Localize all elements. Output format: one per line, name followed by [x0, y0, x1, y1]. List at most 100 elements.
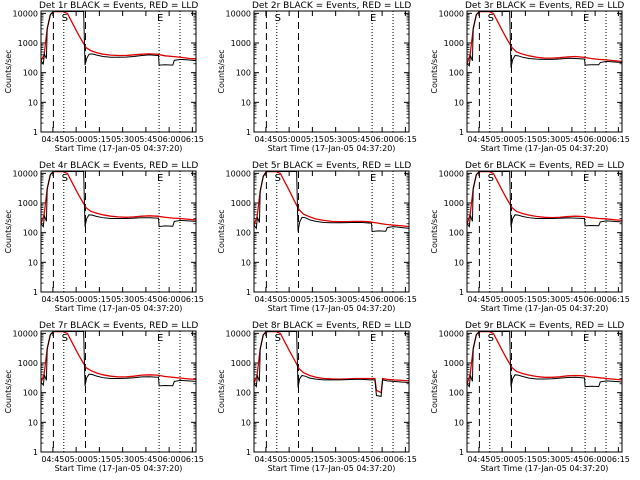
x-tick-label: 06:00 — [158, 295, 181, 304]
y-axis-label: Counts/sec — [217, 369, 226, 413]
y-tick-label: 1 — [33, 128, 38, 137]
events-series-line — [254, 171, 409, 232]
y-axis-label: Counts/sec — [4, 209, 13, 253]
x-tick-label: 05:30 — [324, 455, 347, 464]
x-tick-label: 05:15 — [88, 455, 111, 464]
marker-e: E — [157, 13, 163, 24]
events-series-line — [467, 11, 622, 68]
y-tick-label: 100 — [236, 69, 251, 78]
x-axis-label: Start Time (17-Jan-05 04:37:20) — [268, 464, 396, 473]
panel-title: Det 6r BLACK = Events, RED = LLD — [465, 161, 624, 171]
y-tick-label: 1 — [459, 288, 464, 297]
x-tick-label: 06:15 — [181, 135, 204, 144]
panel-7: Det 7r BLACK = Events, RED = LLD 1 10 100 10… — [4, 321, 204, 473]
y-tick-label: 10000 — [439, 169, 464, 178]
panel-title: Det 2r BLACK = Events, RED = LLD — [252, 1, 411, 11]
y-tick-label: 10 — [28, 418, 38, 427]
x-tick-label: 05:15 — [514, 295, 537, 304]
plot-frame — [466, 330, 623, 453]
y-tick-label: 10 — [241, 418, 251, 427]
marker-s: S — [62, 13, 68, 24]
x-tick-label: 05:30 — [324, 295, 347, 304]
marker-e: E — [583, 333, 589, 344]
x-axis-label: Start Time (17-Jan-05 04:37:20) — [268, 304, 396, 313]
panel-9: Det 9r BLACK = Events, RED = LLD 1 10 100 10… — [430, 321, 630, 473]
y-tick-label: 1 — [33, 448, 38, 457]
y-tick-label: 1000 — [444, 39, 464, 48]
x-tick-label: 06:00 — [371, 295, 394, 304]
y-axis-label: Counts/sec — [217, 209, 226, 253]
x-tick-label: 05:30 — [537, 135, 560, 144]
x-tick-label: 05:00 — [65, 455, 88, 464]
panel-title: Det 1r BLACK = Events, RED = LLD — [39, 1, 198, 11]
y-tick-label: 100 — [236, 229, 251, 238]
x-tick-label: 04:45 — [41, 455, 64, 464]
x-tick-label: 04:45 — [254, 295, 277, 304]
y-tick-label: 1000 — [444, 359, 464, 368]
panel-title: Det 9r BLACK = Events, RED = LLD — [465, 321, 624, 331]
plot-frame — [40, 330, 197, 453]
y-tick-label: 1 — [33, 288, 38, 297]
plot-frame — [253, 170, 410, 293]
x-axis-label: Start Time (17-Jan-05 04:37:20) — [55, 144, 183, 153]
panel-5: Det 5r BLACK = Events, RED = LLD 1 10 100 10… — [217, 161, 417, 313]
x-tick-label: 05:30 — [111, 135, 134, 144]
y-tick-label: 1 — [459, 448, 464, 457]
marker-s: S — [488, 173, 494, 184]
x-tick-label: 05:30 — [537, 455, 560, 464]
x-tick-label: 04:45 — [467, 455, 490, 464]
marker-e: E — [370, 173, 376, 184]
x-tick-label: 06:15 — [607, 295, 630, 304]
x-tick-label: 05:45 — [560, 295, 583, 304]
y-axis-label: Counts/sec — [4, 369, 13, 413]
panel-8: Det 8r BLACK = Events, RED = LLD 1 10 100 10… — [217, 321, 417, 473]
panel-6: Det 6r BLACK = Events, RED = LLD 1 10 100 10… — [430, 161, 630, 313]
y-axis-label: Counts/sec — [430, 369, 439, 413]
x-tick-label: 05:00 — [65, 135, 88, 144]
x-tick-label: 06:00 — [158, 455, 181, 464]
plot-frame — [466, 10, 623, 133]
x-tick-label: 05:45 — [347, 135, 370, 144]
x-tick-label: 05:00 — [491, 295, 514, 304]
x-tick-label: 06:15 — [394, 135, 417, 144]
y-tick-label: 1000 — [231, 359, 251, 368]
y-tick-label: 1000 — [231, 199, 251, 208]
marker-s: S — [488, 13, 494, 24]
y-tick-label: 10 — [454, 98, 464, 107]
y-tick-label: 10 — [241, 258, 251, 267]
panel-title: Det 5r BLACK = Events, RED = LLD — [252, 161, 411, 171]
x-tick-label: 05:15 — [301, 295, 324, 304]
plot-frame — [40, 10, 197, 133]
y-tick-label: 10 — [28, 98, 38, 107]
x-tick-label: 05:00 — [491, 135, 514, 144]
y-tick-label: 1 — [246, 128, 251, 137]
x-tick-label: 05:30 — [537, 295, 560, 304]
x-tick-label: 05:45 — [347, 455, 370, 464]
events-series-line — [467, 331, 622, 388]
x-tick-label: 05:45 — [347, 295, 370, 304]
x-tick-label: 05:15 — [514, 135, 537, 144]
y-tick-label: 100 — [23, 389, 38, 398]
x-tick-label: 05:00 — [278, 295, 301, 304]
panel-3: Det 3r BLACK = Events, RED = LLD 1 10 100 10… — [430, 1, 630, 153]
panel-4: Det 4r BLACK = Events, RED = LLD 1 10 100 10… — [4, 161, 204, 313]
x-tick-label: 04:45 — [41, 135, 64, 144]
x-tick-label: 05:15 — [88, 135, 111, 144]
y-tick-label: 1000 — [18, 39, 38, 48]
y-axis-label: Counts/sec — [430, 49, 439, 93]
panel-title: Det 3r BLACK = Events, RED = LLD — [465, 1, 624, 11]
y-tick-label: 1000 — [18, 199, 38, 208]
x-tick-label: 05:00 — [491, 455, 514, 464]
events-series-line — [41, 171, 196, 228]
x-tick-label: 05:30 — [111, 455, 134, 464]
x-tick-label: 05:00 — [278, 455, 301, 464]
y-tick-label: 1000 — [444, 199, 464, 208]
y-tick-label: 1000 — [18, 359, 38, 368]
y-tick-label: 100 — [449, 229, 464, 238]
x-tick-label: 05:00 — [65, 295, 88, 304]
x-tick-label: 04:45 — [254, 455, 277, 464]
plot-frame — [253, 330, 410, 453]
y-tick-label: 1 — [459, 128, 464, 137]
y-axis-label: Counts/sec — [430, 209, 439, 253]
